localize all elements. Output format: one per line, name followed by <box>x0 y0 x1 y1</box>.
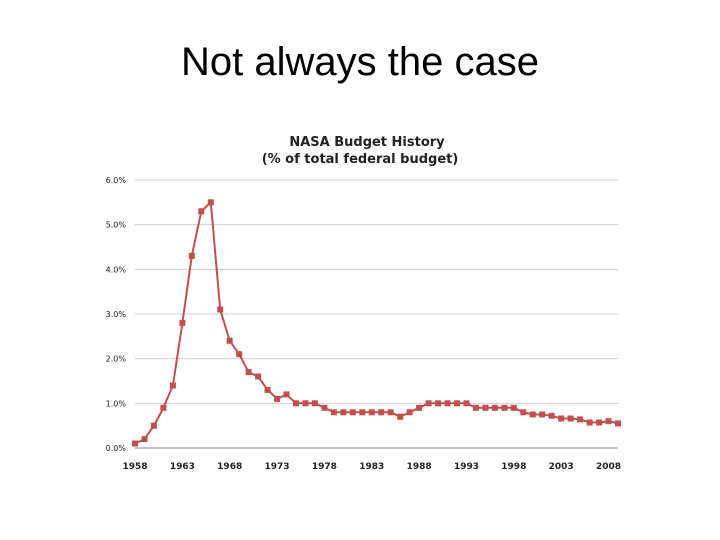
data-point <box>472 404 479 411</box>
x-tick-label: 2008 <box>596 462 621 472</box>
y-tick-label: 3.0% <box>106 310 127 319</box>
data-point <box>302 400 309 407</box>
y-tick-label: 2.0% <box>106 355 127 364</box>
data-point <box>207 199 214 206</box>
series-line <box>134 200 619 445</box>
data-point <box>188 252 195 259</box>
data-point <box>283 391 290 398</box>
data-point <box>586 419 593 426</box>
y-tick-label: 6.0% <box>106 176 127 185</box>
data-point <box>264 386 271 393</box>
data-point <box>539 411 546 418</box>
y-axis-ticks: 0.0% 1.0% 2.0% 3.0% 4.0% 5.0% 6.0% <box>106 176 127 453</box>
x-tick-label: 1978 <box>312 462 337 472</box>
data-point <box>482 404 489 411</box>
data-point <box>169 382 176 389</box>
data-point <box>510 404 517 411</box>
x-tick-label: 1998 <box>501 462 526 472</box>
data-point <box>425 400 432 407</box>
data-point <box>160 404 167 411</box>
data-point <box>179 319 186 326</box>
data-point <box>340 409 347 416</box>
data-point <box>615 420 621 427</box>
y-tick-label: 4.0% <box>106 265 127 274</box>
y-tick-label: 1.0% <box>106 399 127 408</box>
data-point <box>368 409 375 416</box>
data-point <box>444 400 451 407</box>
data-point <box>274 395 281 402</box>
data-point <box>567 415 574 422</box>
x-axis-ticks: 1958 1963 1968 1973 1978 1983 1988 1993 1998 2003… <box>122 462 621 472</box>
data-point <box>501 404 508 411</box>
data-point <box>387 409 394 416</box>
data-point <box>349 409 356 416</box>
data-point <box>520 409 527 416</box>
x-tick-label: 1988 <box>407 462 432 472</box>
data-point <box>132 440 138 447</box>
y-tick-label: 0.0% <box>106 444 127 453</box>
slide-title: Not always the case <box>181 40 539 84</box>
data-point <box>463 400 470 407</box>
y-tick-label: 5.0% <box>106 221 127 230</box>
data-point <box>491 404 498 411</box>
data-point <box>359 409 366 416</box>
data-point <box>198 208 205 215</box>
x-tick-label: 1993 <box>454 462 479 472</box>
x-tick-label: 2003 <box>549 462 574 472</box>
x-tick-label: 1968 <box>217 462 242 472</box>
data-point <box>416 404 423 411</box>
series-markers <box>132 199 621 447</box>
data-point <box>330 409 337 416</box>
data-point <box>150 422 157 429</box>
data-point <box>529 411 536 418</box>
data-point <box>245 369 252 376</box>
data-point <box>311 400 318 407</box>
data-point <box>226 337 233 344</box>
chart-subtitle: (% of total federal budget) <box>262 152 459 167</box>
x-tick-label: 1958 <box>122 462 147 472</box>
x-tick-label: 1973 <box>265 462 290 472</box>
data-point <box>255 373 262 380</box>
data-point <box>558 415 565 422</box>
data-point <box>141 436 148 443</box>
x-tick-label: 1963 <box>170 462 195 472</box>
data-point <box>454 400 460 407</box>
data-point <box>548 412 555 419</box>
data-point <box>378 409 385 416</box>
data-point <box>397 413 404 420</box>
x-tick-label: 1983 <box>359 462 384 472</box>
data-point <box>406 409 413 416</box>
data-point <box>236 351 243 358</box>
data-point <box>293 400 299 407</box>
data-point <box>596 419 603 426</box>
data-point <box>435 400 442 407</box>
data-point <box>577 416 584 423</box>
data-point <box>605 418 612 425</box>
data-point <box>321 404 328 411</box>
data-point <box>217 306 224 313</box>
chart-title: NASA Budget History <box>289 135 445 150</box>
gridlines <box>135 179 618 449</box>
